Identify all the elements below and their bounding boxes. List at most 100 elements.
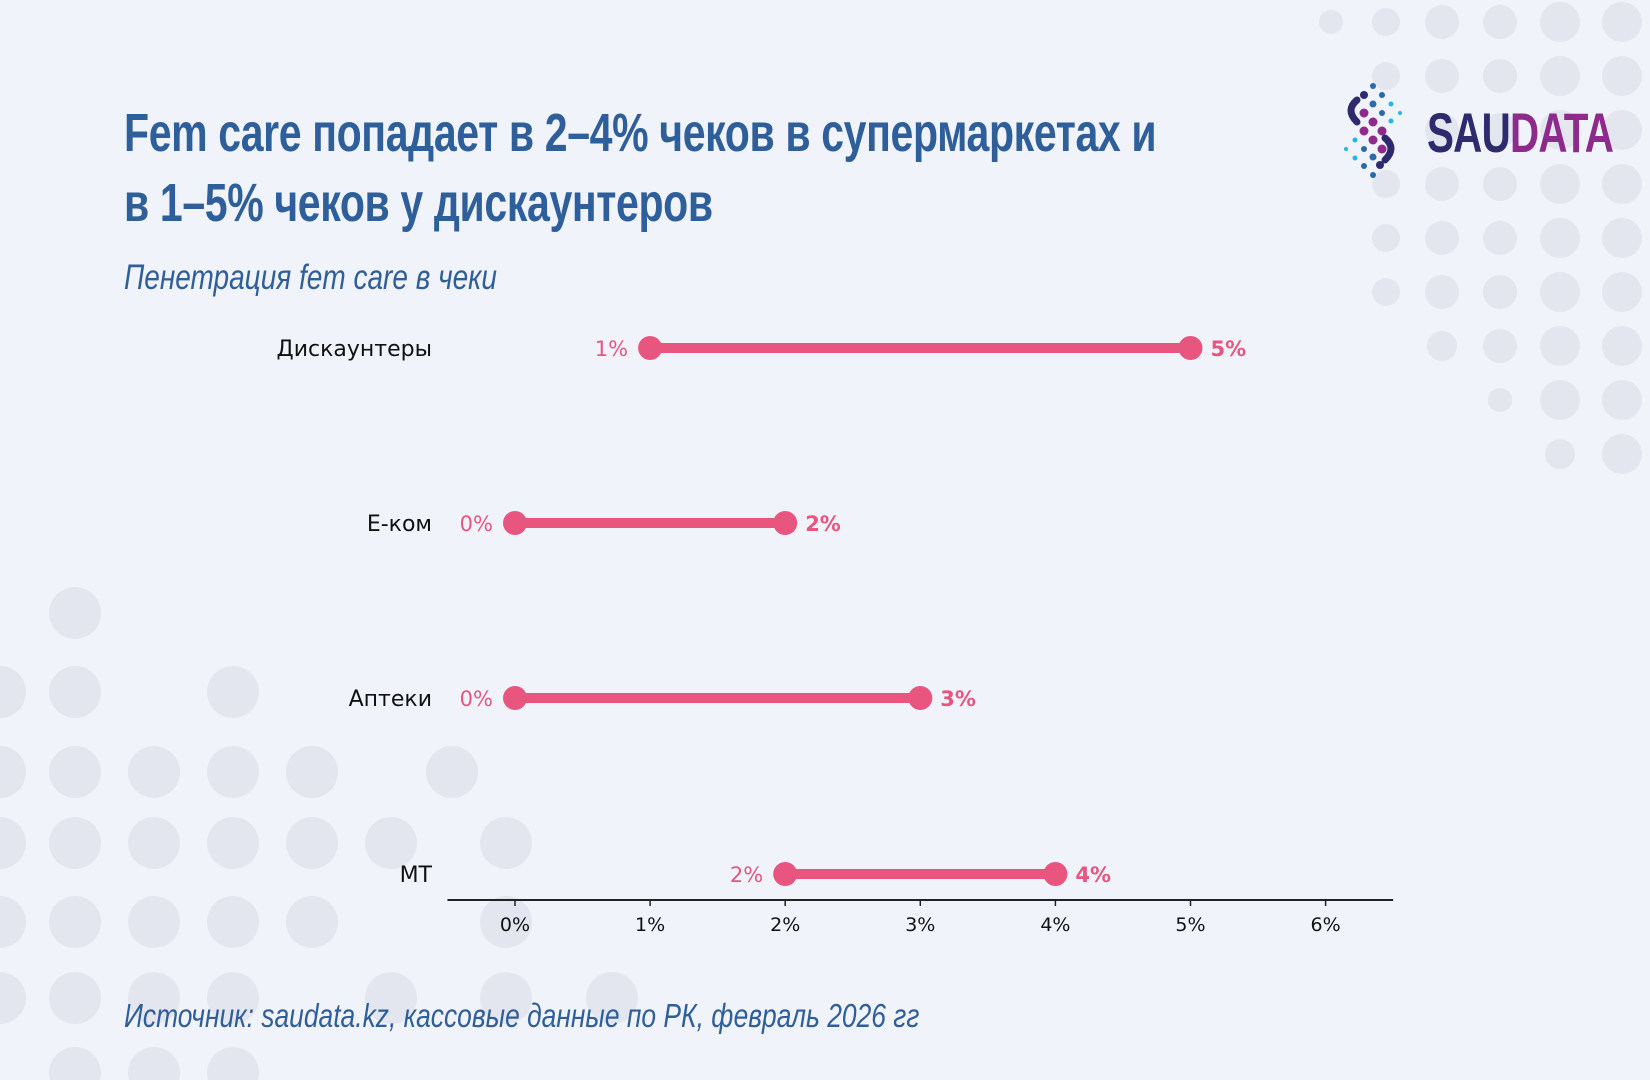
background-dot bbox=[49, 746, 101, 798]
background-dot bbox=[1540, 110, 1580, 150]
max-point bbox=[1178, 336, 1203, 360]
background-dot bbox=[128, 746, 180, 798]
x-tick-label: 6% bbox=[1311, 914, 1341, 936]
background-dot bbox=[1425, 275, 1459, 309]
x-tick-label: 0% bbox=[500, 914, 530, 936]
background-dot bbox=[480, 817, 532, 869]
min-value-label: 0% bbox=[460, 687, 493, 711]
background-dot bbox=[1545, 439, 1575, 469]
background-dot bbox=[1483, 221, 1517, 255]
min-point bbox=[773, 862, 798, 886]
max-point bbox=[773, 511, 798, 535]
x-tick-label: 5% bbox=[1175, 914, 1205, 936]
min-point bbox=[503, 511, 527, 535]
background-dot bbox=[480, 896, 532, 948]
background-dot bbox=[49, 817, 101, 869]
category-label: Е-ком bbox=[367, 512, 432, 537]
background-dot bbox=[1540, 164, 1580, 204]
category-label: МТ bbox=[400, 863, 433, 888]
background-dot bbox=[49, 666, 101, 718]
background-dot bbox=[1602, 2, 1642, 42]
logo-text-sau: SAU bbox=[1427, 101, 1511, 164]
background-dot bbox=[286, 746, 338, 798]
background-dot bbox=[1483, 167, 1517, 201]
background-dot bbox=[1425, 113, 1459, 147]
background-dot bbox=[1372, 8, 1400, 36]
x-tick-label: 3% bbox=[905, 914, 935, 936]
background-dot bbox=[1602, 380, 1642, 420]
max-point bbox=[1043, 862, 1068, 886]
min-point bbox=[503, 686, 527, 710]
background-dot bbox=[0, 666, 26, 718]
background-dot bbox=[586, 972, 638, 1024]
background-dot bbox=[1540, 326, 1580, 366]
logo-mark-icon bbox=[1344, 83, 1402, 178]
background-dot bbox=[1425, 167, 1459, 201]
background-dot bbox=[0, 746, 26, 798]
background-dot bbox=[207, 896, 259, 948]
background-dot bbox=[128, 896, 180, 948]
min-value-label: 0% bbox=[460, 512, 493, 536]
background-dot bbox=[0, 817, 26, 869]
background-dot bbox=[286, 896, 338, 948]
background-dot bbox=[207, 746, 259, 798]
background-dot bbox=[1540, 2, 1580, 42]
x-tick-label: 1% bbox=[635, 914, 665, 936]
background-dot bbox=[1483, 59, 1517, 93]
background-dot bbox=[207, 1047, 259, 1080]
x-tick-label: 2% bbox=[770, 914, 800, 936]
background-dot bbox=[1602, 218, 1642, 258]
background-dot bbox=[128, 817, 180, 869]
max-point bbox=[908, 686, 933, 710]
category-label: Дискаунтеры bbox=[277, 337, 432, 362]
logo-text-data: DATA bbox=[1509, 101, 1614, 164]
background-dot bbox=[1483, 113, 1517, 147]
background-dot bbox=[1540, 218, 1580, 258]
logo-text: SAUDATA bbox=[1427, 100, 1614, 165]
min-value-label: 1% bbox=[595, 337, 628, 361]
title-line-1: Fem care попадает в 2–4% чеков в суперма… bbox=[124, 103, 1157, 163]
background-dot bbox=[1372, 62, 1400, 90]
min-value-label: 2% bbox=[730, 863, 763, 887]
background-dot bbox=[207, 666, 259, 718]
background-dot bbox=[1483, 329, 1517, 363]
background-dot bbox=[0, 896, 26, 948]
background-dot bbox=[480, 972, 532, 1024]
background-dot bbox=[1425, 221, 1459, 255]
background-dot bbox=[1602, 56, 1642, 96]
background-dot bbox=[1602, 164, 1642, 204]
background-dot bbox=[1372, 170, 1400, 198]
background-dot bbox=[1319, 10, 1343, 34]
background-dot bbox=[1372, 224, 1400, 252]
background-dot bbox=[0, 972, 26, 1024]
background-dot bbox=[1488, 388, 1512, 412]
background-dot bbox=[49, 896, 101, 948]
max-value-label: 3% bbox=[940, 687, 976, 711]
background-dot bbox=[365, 972, 417, 1024]
chart-subtitle: Пенетрация fem care в чеки bbox=[124, 258, 497, 297]
saudata-logo: SAUDATA bbox=[1344, 78, 1615, 183]
background-dot bbox=[1602, 110, 1642, 150]
category-label: Аптеки bbox=[349, 687, 432, 712]
background-dot bbox=[1540, 56, 1580, 96]
max-value-label: 4% bbox=[1075, 863, 1111, 887]
background-dot bbox=[207, 972, 259, 1024]
background-dot bbox=[426, 746, 478, 798]
background-dot bbox=[365, 817, 417, 869]
max-value-label: 2% bbox=[805, 512, 841, 536]
background-dot bbox=[207, 817, 259, 869]
background-dot bbox=[1425, 5, 1459, 39]
background-dot bbox=[286, 817, 338, 869]
background-dot bbox=[1602, 326, 1642, 366]
max-value-label: 5% bbox=[1211, 337, 1247, 361]
background-dot bbox=[1483, 275, 1517, 309]
background-dot bbox=[49, 1047, 101, 1080]
background-dot bbox=[1602, 272, 1642, 312]
background-dot bbox=[1483, 5, 1517, 39]
background-dot bbox=[1602, 434, 1642, 474]
background-dot bbox=[128, 1047, 180, 1080]
background-dot bbox=[1540, 380, 1580, 420]
x-tick-label: 4% bbox=[1040, 914, 1070, 936]
min-point bbox=[638, 336, 663, 360]
